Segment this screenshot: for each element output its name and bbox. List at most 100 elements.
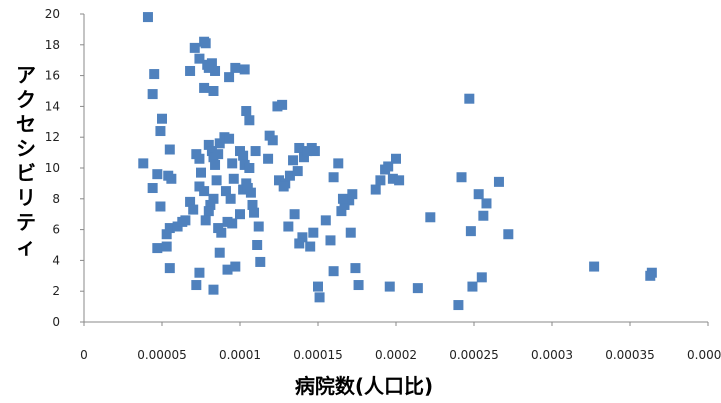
data-point	[189, 42, 200, 53]
data-point	[227, 218, 238, 229]
data-point	[314, 292, 325, 303]
data-point	[220, 186, 231, 197]
data-point	[225, 193, 236, 204]
y-tick-label: 0	[52, 315, 60, 329]
data-point	[214, 247, 225, 258]
data-point	[164, 263, 175, 274]
data-point	[250, 146, 261, 157]
data-point	[230, 62, 241, 73]
data-point	[210, 65, 221, 76]
data-point	[255, 256, 266, 267]
data-point	[274, 175, 284, 186]
data-point	[283, 221, 294, 232]
data-point	[333, 158, 344, 169]
data-point	[185, 65, 196, 76]
data-point	[328, 266, 339, 277]
data-point	[188, 204, 199, 215]
data-point	[152, 243, 163, 254]
data-point	[222, 264, 233, 275]
data-point	[208, 193, 219, 204]
data-point	[328, 172, 339, 183]
x-axis-label: 病院数(人口比)	[295, 374, 433, 398]
data-point	[313, 281, 323, 292]
y-tick-label: 18	[45, 38, 60, 52]
data-point	[383, 161, 394, 172]
data-point	[467, 281, 478, 292]
data-point	[309, 146, 320, 157]
y-tick-label: 8	[52, 192, 60, 206]
data-point	[394, 175, 405, 186]
data-point	[161, 241, 172, 252]
x-tick-label: 0.0003	[531, 348, 573, 362]
data-point	[155, 126, 166, 137]
data-point	[194, 267, 205, 278]
data-point	[194, 53, 205, 64]
data-point	[214, 138, 225, 149]
data-point	[224, 72, 235, 83]
data-point	[147, 89, 158, 100]
data-points	[138, 12, 657, 311]
data-point	[147, 183, 158, 194]
data-point	[347, 189, 358, 200]
data-point	[375, 175, 386, 186]
x-tick-label: 0.00015	[293, 348, 343, 362]
y-axis-label-char: ク	[16, 88, 36, 112]
data-point	[161, 229, 172, 240]
data-point	[157, 113, 167, 124]
data-point	[320, 215, 331, 226]
y-tick-label: 20	[45, 7, 60, 21]
data-point	[284, 170, 295, 181]
data-point	[205, 199, 216, 210]
data-point	[252, 240, 263, 250]
data-point	[277, 99, 288, 110]
data-point	[278, 181, 289, 192]
data-point	[294, 142, 305, 153]
y-tick-label: 4	[52, 253, 60, 267]
y-tick-label: 6	[52, 223, 60, 237]
data-point	[391, 153, 401, 164]
data-point	[194, 153, 205, 164]
data-point	[370, 184, 381, 195]
x-tick-label: 0	[80, 348, 88, 362]
y-tick-labels: 0 2 4 6 8 10 12 14 16 18 20	[45, 7, 84, 329]
data-point	[208, 284, 219, 295]
data-point	[228, 173, 239, 184]
data-point	[206, 146, 217, 157]
data-point	[344, 195, 355, 206]
data-point	[224, 133, 235, 144]
data-point	[337, 193, 348, 204]
data-point	[412, 283, 423, 294]
y-axis-label-char: リ	[16, 186, 36, 210]
data-point	[239, 64, 250, 75]
y-axis-label-char: シ	[16, 137, 36, 161]
data-point	[166, 173, 177, 184]
y-tick-label: 14	[45, 99, 60, 113]
data-point	[589, 261, 600, 272]
data-point	[350, 263, 361, 274]
x-tick-labels: 0 0.00005 0.0001 0.00015 0.0002 0.00025 0.0003…	[80, 322, 721, 362]
x-tick-label: 0.00035	[605, 348, 655, 362]
data-point	[213, 149, 224, 160]
data-point	[241, 106, 252, 117]
data-point	[298, 152, 309, 163]
data-point	[196, 167, 206, 178]
x-tick-label: 0.00005	[137, 348, 187, 362]
data-point	[211, 175, 222, 186]
data-point	[493, 176, 504, 187]
data-point	[305, 241, 316, 252]
data-point	[353, 280, 364, 291]
data-point	[481, 198, 492, 209]
x-tick-label: 0.0002	[375, 348, 417, 362]
data-point	[465, 226, 476, 237]
data-point	[345, 227, 356, 238]
data-point	[200, 215, 211, 226]
data-point	[473, 189, 484, 200]
data-point	[289, 209, 300, 220]
data-point	[247, 199, 258, 210]
data-point	[292, 166, 303, 177]
data-point	[478, 210, 489, 221]
data-point	[297, 232, 308, 243]
data-point	[191, 280, 202, 291]
y-tick-label: 10	[45, 161, 60, 175]
